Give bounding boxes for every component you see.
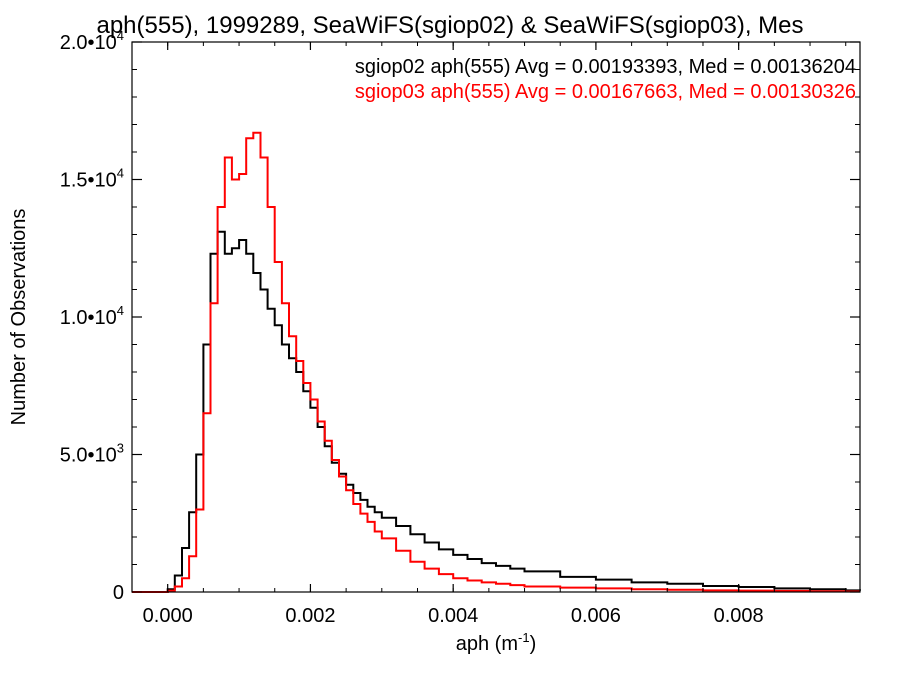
y-tick-exponent: 3 (117, 441, 124, 456)
x-tick-label: 0.004 (428, 605, 478, 627)
y-tick-times-ten: •10 (88, 445, 117, 467)
series-line-sgiop02 (132, 230, 861, 593)
legend-entry-sgiop02: sgiop02 aph(555) Avg = 0.00193393, Med =… (355, 56, 856, 78)
y-tick-times-ten: •10 (88, 307, 117, 329)
y-tick-label: 2.0•104 (60, 28, 124, 54)
ticks-layer: 0.000 0.002 0.004 0.006 0.00805.0•1031.0•104… (60, 28, 860, 627)
y-tick-mantissa: 1.5 (60, 170, 88, 192)
y-tick-times-ten: •10 (88, 170, 117, 192)
y-tick-exponent: 4 (117, 28, 124, 43)
y-tick-label: 1.5•104 (60, 166, 124, 192)
x-tick-label: 0.002 (285, 605, 335, 627)
y-tick-exponent: 4 (117, 303, 124, 318)
series-layer (132, 131, 861, 593)
x-axis-label-base: aph (m (456, 633, 518, 655)
y-tick-mantissa: 2.0 (60, 32, 88, 54)
y-tick-label: 1.0•104 (60, 303, 124, 329)
x-tick-label: 0.008 (714, 605, 764, 627)
x-axis-label-close: ) (530, 633, 537, 655)
series-line-sgiop03 (132, 131, 860, 593)
y-tick-exponent: 4 (117, 166, 124, 181)
x-axis-label: aph (m-1) (456, 630, 536, 655)
y-tick-times-ten: •10 (88, 32, 117, 54)
x-tick-label: 0.000 (143, 605, 193, 627)
x-tick-label: 0.006 (571, 605, 621, 627)
x-axis-label-exponent: -1 (518, 630, 530, 645)
y-axis-label: Number of Observations (8, 209, 30, 426)
legend-entry-sgiop03: sgiop03 aph(555) Avg = 0.00167663, Med =… (355, 81, 856, 103)
y-tick-mantissa: 1.0 (60, 307, 88, 329)
chart-title: aph(555), 1999289, SeaWiFS(sgiop02) & Se… (96, 12, 803, 39)
y-tick-mantissa: 5.0 (60, 445, 88, 467)
y-tick-label: 0 (113, 582, 124, 604)
y-tick-label: 5.0•103 (60, 441, 124, 467)
